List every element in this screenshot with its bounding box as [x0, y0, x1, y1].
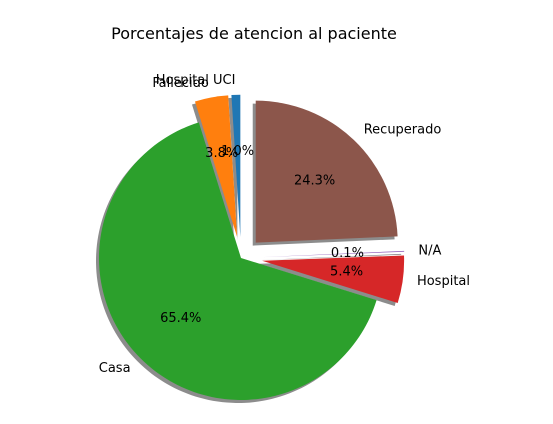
pct-fallecido: 3.8%: [205, 146, 238, 161]
pct-hospital: 5.4%: [330, 265, 363, 280]
label-casa: Casa: [99, 361, 131, 376]
slice-percentages: 1.0%3.8% 65.4% 5.4% 0.1% 24.3%: [160, 144, 364, 326]
pct-hospital-uci: 1.0%: [221, 144, 254, 159]
pct-casa: 65.4%: [160, 311, 201, 326]
slice-hospital-uci: [231, 94, 241, 237]
slice-hospital: [262, 255, 405, 303]
slice-casa: [98, 122, 377, 401]
label-hospital: Hospital: [417, 274, 470, 289]
pie-slices: [98, 94, 405, 401]
chart-title: Porcentajes de atencion al paciente: [111, 24, 397, 43]
shadow-n-a: [259, 253, 402, 261]
slice-recuperado: [255, 100, 398, 243]
label-n-a: N/A: [418, 243, 441, 258]
slice-n-a: [262, 250, 405, 258]
label-hospital-uci: Hospital UCI: [156, 73, 236, 88]
pct-n-a: 0.1%: [331, 246, 364, 261]
slice-fallecido: [194, 95, 238, 238]
label-fallecido: Fallecido: [152, 76, 208, 91]
label-recuperado: Recuperado: [364, 122, 442, 137]
pct-recuperado: 24.3%: [294, 174, 335, 189]
